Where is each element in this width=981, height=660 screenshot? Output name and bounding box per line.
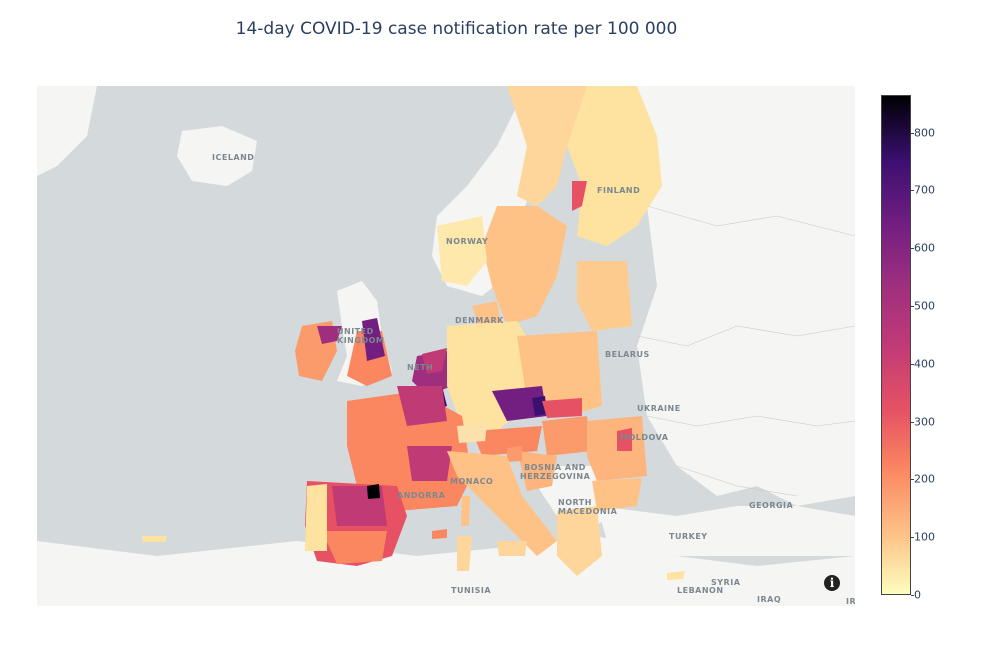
region-slovakia [542, 398, 582, 418]
region-croatia [517, 451, 557, 491]
colorbar [881, 95, 911, 595]
label-bosnia: BOSNIA AND HERZEGOVINA [520, 463, 591, 481]
label-georgia: GEORGIA [749, 501, 794, 510]
label-netherlands: NETH [407, 363, 434, 372]
colorbar-tick-mark [911, 132, 914, 134]
region-finland [567, 86, 662, 246]
region-italy [447, 451, 557, 556]
land-africa [37, 536, 855, 606]
colorbar-tick-mark [911, 421, 914, 423]
colorbar-tick-label: 700 [914, 183, 935, 197]
region-france-east [407, 446, 452, 481]
region-hungary [542, 416, 592, 456]
label-turkey: TURKEY [669, 532, 708, 541]
region-norway-south [437, 216, 487, 286]
region-slovenia [507, 446, 522, 462]
region-uk-hotspot [362, 318, 385, 361]
colorbar-tick-mark [911, 190, 914, 192]
label-monaco: MONACO [450, 477, 494, 486]
region-bulgaria [592, 478, 642, 511]
label-andorra: ANDORRA [397, 491, 446, 500]
region-france-ne [397, 386, 447, 426]
map-canvas[interactable] [37, 86, 855, 606]
label-iceland: ICELAND [212, 153, 255, 162]
info-icon[interactable]: i [824, 575, 840, 591]
colorbar-tick-mark [911, 363, 914, 365]
region-spain-madrid [367, 484, 380, 499]
region-baltics [577, 261, 632, 331]
region-portugal [305, 484, 327, 551]
label-norway: NORWAY [446, 237, 489, 246]
region-balearics [432, 529, 447, 539]
region-czechia [492, 386, 547, 421]
colorbar-tick-label: 400 [914, 357, 935, 371]
region-canaries [142, 536, 167, 542]
land-iceland [177, 126, 257, 186]
colorbar-tick-label: 100 [914, 530, 935, 544]
colorbar-tick-mark [911, 595, 914, 596]
chart-title: 14-day COVID-19 case notification rate p… [235, 19, 678, 39]
region-greece [557, 506, 602, 576]
region-switzerland [457, 424, 487, 443]
label-north-macedonia: NORTH MACEDONIA [558, 498, 618, 516]
label-iraq: IRAQ [757, 595, 782, 604]
land-east [637, 86, 855, 506]
region-sweden-north [507, 86, 587, 206]
label-lebanon: LEBANON [677, 586, 724, 595]
land-greenland-edge [37, 86, 97, 176]
choropleth-map[interactable]: ICELAND NORWAY FINLAND DENMARK UNITED KI… [37, 86, 855, 606]
colorbar-tick-label: 0 [914, 588, 921, 602]
region-sweden-south [482, 206, 567, 326]
region-moldova-hot [617, 428, 632, 451]
land-turkey [597, 506, 855, 556]
region-austria [472, 426, 542, 456]
region-corsica [461, 496, 470, 526]
colorbar-tick-label: 300 [914, 415, 935, 429]
colorbar-tick-label: 800 [914, 126, 935, 140]
colorbar-tick-mark [911, 479, 914, 481]
colorbar-tick-label: 500 [914, 299, 935, 313]
region-uk-north [317, 326, 342, 344]
region-sweden-hotspot [572, 181, 587, 211]
label-ukraine: UKRAINE [637, 404, 681, 413]
region-sardinia [457, 536, 472, 571]
label-tunisia: TUNISIA [451, 586, 492, 595]
label-united-kingdom: UNITED KINGDOM [337, 327, 385, 345]
region-sicily [497, 541, 527, 556]
colorbar-tick-label: 600 [914, 241, 935, 255]
label-belarus: BELARUS [605, 350, 650, 359]
colorbar-tick-mark [911, 305, 914, 307]
region-spain-south [322, 531, 387, 564]
label-moldova: MOLDOVA [620, 433, 669, 442]
label-syria: SYRIA [711, 578, 741, 587]
region-netherlands [422, 348, 447, 374]
colorbar-tick-mark [911, 537, 914, 539]
colorbar-tick-label: 200 [914, 472, 935, 486]
label-denmark: DENMARK [455, 316, 504, 325]
region-cyprus [667, 571, 685, 580]
colorbar-tick-mark [911, 248, 914, 250]
label-iran: IR [846, 597, 855, 606]
country-borders [636, 205, 855, 497]
label-finland: FINLAND [597, 186, 641, 195]
